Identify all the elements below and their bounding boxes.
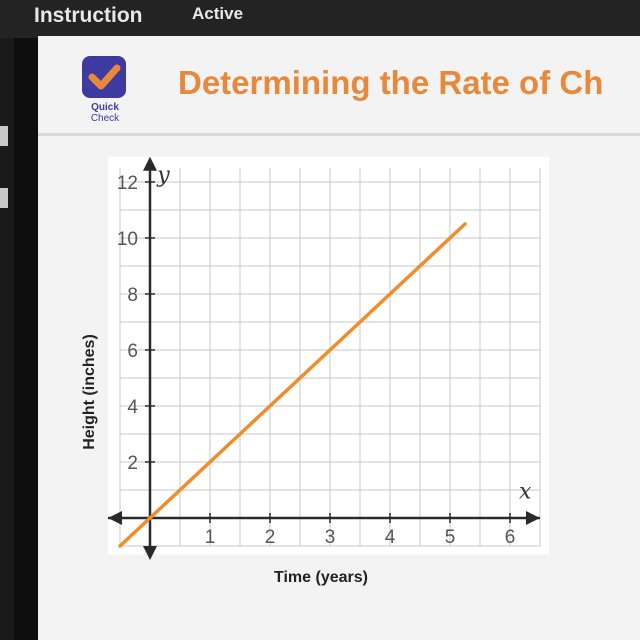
x-tick-label: 3 — [325, 527, 336, 548]
page-title: Determining the Rate of Ch — [178, 64, 604, 101]
left-toolbar — [0, 38, 14, 640]
quick-check-badge — [82, 56, 126, 98]
x-tick-label: 2 — [265, 527, 276, 548]
quick-check-label: Quick Check — [72, 102, 138, 124]
top-navigation-bar: Instruction Active — [0, 0, 640, 38]
header-divider — [38, 133, 640, 136]
y-axis-up-arrow — [143, 156, 157, 171]
y-tick-label: 4 — [127, 397, 138, 418]
x-tick-label: 5 — [445, 527, 456, 548]
y-axis-down-arrow — [143, 546, 157, 560]
y-axis-letter: y — [156, 163, 170, 188]
series-line-0 — [118, 222, 467, 548]
quick-check-label-line1: Quick — [91, 102, 119, 113]
quick-check-label-line2: Check — [90, 113, 120, 124]
y-axis-title: Height (inches) — [81, 334, 98, 450]
quick-check-checkmark-icon — [88, 64, 121, 90]
left-tool-button-1[interactable] — [0, 126, 8, 146]
y-tick-label: 2 — [127, 453, 138, 474]
y-tick-label: 8 — [127, 285, 138, 306]
y-tick-label: 6 — [127, 341, 138, 362]
x-axis-right-arrow — [526, 511, 540, 525]
x-tick-label: 6 — [505, 527, 516, 548]
left-tool-button-2[interactable] — [0, 188, 8, 208]
x-tick-label: 4 — [385, 527, 396, 548]
x-tick-label: 1 — [205, 527, 216, 548]
x-axis-left-arrow — [108, 511, 122, 525]
y-tick-label: 12 — [117, 173, 138, 194]
y-tick-label: 10 — [117, 229, 138, 250]
x-axis-letter: x — [519, 479, 532, 504]
x-axis-title: Time (years) — [274, 569, 368, 586]
tab-instruction[interactable]: Instruction — [34, 4, 143, 27]
tab-active[interactable]: Active — [192, 4, 244, 23]
